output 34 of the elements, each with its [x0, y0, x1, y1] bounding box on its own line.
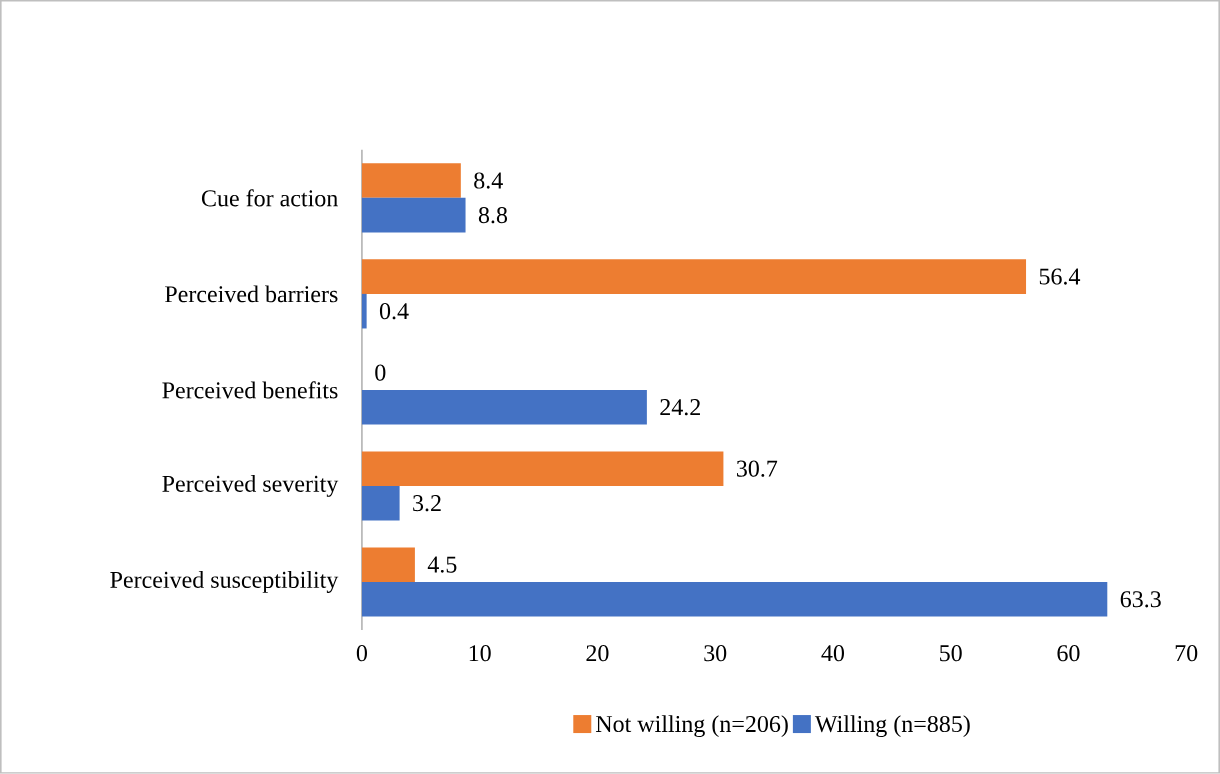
bar — [361, 486, 400, 521]
data-label: 8.4 — [474, 172, 503, 189]
x-tick-label: 50 — [940, 645, 962, 662]
x-tick-label: 0 — [356, 645, 367, 662]
data-label: 56.4 — [1039, 268, 1081, 285]
data-label: 63.3 — [1120, 591, 1161, 608]
y-tick-label: Perceived barriers — [165, 285, 338, 303]
bar — [361, 163, 461, 198]
bar — [361, 259, 1027, 294]
x-tick-label: 70 — [1175, 645, 1198, 662]
x-tick-label: 20 — [586, 645, 609, 662]
bar — [361, 582, 1108, 617]
data-label: 4.5 — [427, 556, 457, 573]
x-tick-label: 60 — [1057, 645, 1080, 662]
y-tick-label: Cue for action — [201, 189, 338, 207]
bar — [361, 390, 647, 425]
y-tick-label: Perceived severity — [162, 475, 339, 497]
data-label: 30.7 — [736, 460, 778, 477]
y-tick-label: Perceived benefits — [162, 381, 338, 399]
legend-label: Willing (n=885) — [814, 715, 970, 738]
data-label: 24.2 — [660, 399, 700, 416]
bar — [361, 197, 466, 233]
legend-label: Not willing (n=206) — [595, 715, 788, 738]
x-tick-label: 40 — [821, 645, 845, 662]
data-label: 8.8 — [478, 207, 508, 224]
data-label: 0.4 — [379, 303, 409, 320]
bar — [361, 547, 415, 583]
data-label: 3.2 — [413, 495, 441, 512]
x-tick-label: 30 — [704, 645, 727, 662]
bar — [361, 293, 367, 329]
y-tick-label: Perceived susceptibility — [110, 571, 339, 593]
data-label: 0 — [375, 364, 386, 381]
x-tick-label: 10 — [469, 645, 491, 662]
bar — [361, 451, 724, 487]
